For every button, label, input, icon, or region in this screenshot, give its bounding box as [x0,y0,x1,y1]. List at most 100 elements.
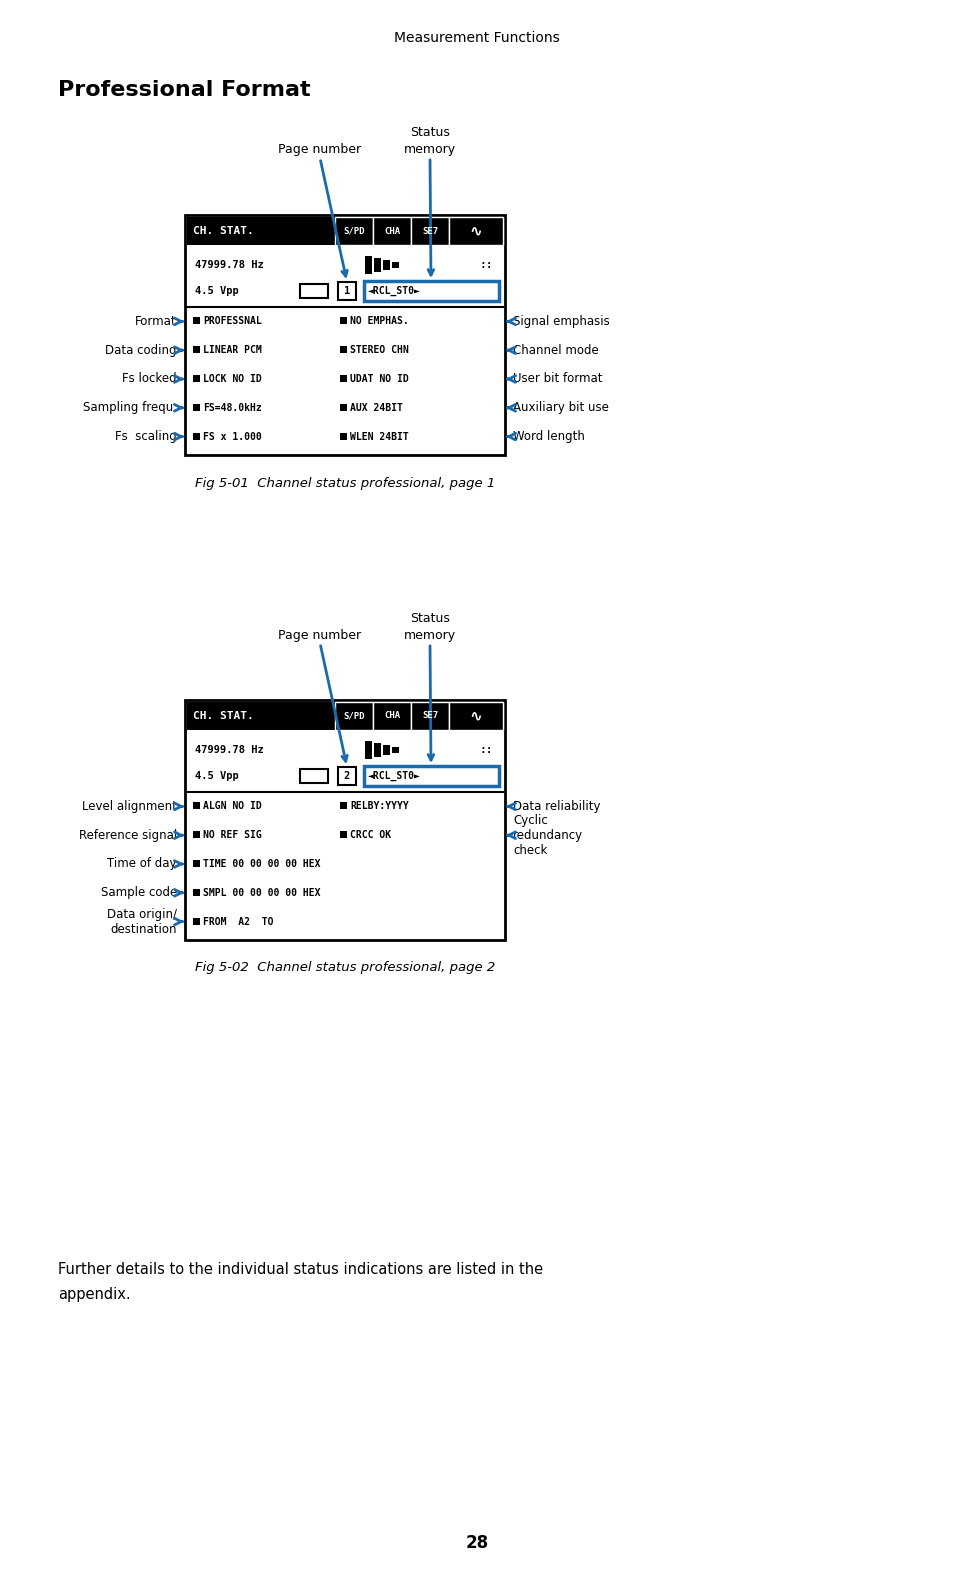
Text: WLEN 24BIT: WLEN 24BIT [350,431,408,442]
Text: NO REF SIG: NO REF SIG [203,831,261,840]
Text: Time of day: Time of day [108,858,177,870]
Text: ::: :: [479,259,493,270]
Text: 4.5 Vpp: 4.5 Vpp [194,286,238,296]
Text: memory: memory [403,143,456,156]
Bar [382,745,390,756]
Text: 4.5 Vpp: 4.5 Vpp [194,772,238,781]
Bar [335,702,373,730]
Text: 1: 1 [343,286,350,296]
Text: Status: Status [410,127,450,140]
Bar [193,889,200,896]
Bar [339,317,347,325]
Text: SMPL 00 00 00 00 HEX: SMPL 00 00 00 00 HEX [203,888,320,897]
Bar [193,404,200,410]
Text: Fs  scaling: Fs scaling [115,430,177,444]
Bar [185,700,504,940]
Text: Data origin/
destination: Data origin/ destination [107,907,177,936]
Text: SE7: SE7 [421,711,437,721]
Text: Sample code: Sample code [101,886,177,899]
Bar [299,285,328,298]
Text: Format: Format [135,315,177,328]
Text: Cyclic
redundancy
check: Cyclic redundancy check [513,813,582,856]
Bar [193,347,200,353]
Text: RELBY:YYYY: RELBY:YYYY [350,802,408,811]
Bar [193,861,200,867]
Text: ∿: ∿ [469,223,482,239]
Bar [193,918,200,924]
Text: SE7: SE7 [421,226,437,235]
Text: Measurement Functions: Measurement Functions [394,30,559,45]
Bar [339,375,347,382]
Text: ALGN NO ID: ALGN NO ID [203,802,261,811]
Text: PROFESSNAL: PROFESSNAL [203,317,261,326]
Text: FROM  A2  TO: FROM A2 TO [203,916,274,926]
Text: ::: :: [479,745,493,756]
Bar [392,263,398,267]
Bar [299,768,328,783]
Bar [187,216,502,245]
Text: STEREO CHN: STEREO CHN [350,345,408,355]
Text: CH. STAT.: CH. STAT. [193,711,253,721]
Text: Signal emphasis: Signal emphasis [513,315,609,328]
Text: CH. STAT.: CH. STAT. [193,226,253,235]
Text: TIME 00 00 00 00 HEX: TIME 00 00 00 00 HEX [203,859,320,869]
Bar [449,702,502,730]
Bar [382,259,390,270]
Text: AUX 24BIT: AUX 24BIT [350,403,402,412]
Text: ∿: ∿ [469,708,482,724]
Bar [193,433,200,439]
Text: CHA: CHA [383,226,399,235]
Bar [335,216,373,245]
Text: LOCK NO ID: LOCK NO ID [203,374,261,383]
Bar [411,216,449,245]
Bar [365,741,372,759]
Bar [374,743,380,757]
Bar [449,216,502,245]
Text: NO EMPHAS.: NO EMPHAS. [350,317,408,326]
Text: Fig 5-01  Channel status professional, page 1: Fig 5-01 Channel status professional, pa… [194,476,495,490]
Text: Word length: Word length [513,430,584,444]
Bar [193,317,200,325]
Bar [373,702,411,730]
Text: 28: 28 [465,1534,488,1551]
Text: 2: 2 [343,772,350,781]
Text: Channel mode: Channel mode [513,344,598,356]
Bar [185,215,504,455]
Text: LINEAR PCM: LINEAR PCM [203,345,261,355]
Text: Data reliability: Data reliability [513,800,599,813]
Bar [193,375,200,382]
Text: User bit format: User bit format [513,372,602,385]
Text: Page number: Page number [278,628,361,641]
Text: ◄RCL_ST0►: ◄RCL_ST0► [368,772,420,781]
Bar [187,702,502,730]
Text: memory: memory [403,628,456,641]
Text: Page number: Page number [278,143,361,156]
Text: Level alignment: Level alignment [82,800,177,813]
Bar [373,216,411,245]
Bar [374,258,380,272]
Text: FS x 1.000: FS x 1.000 [203,431,261,442]
Text: Data coding: Data coding [106,344,177,356]
Text: Fig 5-02  Channel status professional, page 2: Fig 5-02 Channel status professional, pa… [194,961,495,975]
Bar [339,802,347,810]
Text: Auxiliary bit use: Auxiliary bit use [513,401,608,414]
Bar [337,767,355,784]
Bar [339,831,347,838]
Bar [411,702,449,730]
Text: Professional Format: Professional Format [58,80,311,100]
Bar [339,404,347,410]
Text: ◄RCL_ST0►: ◄RCL_ST0► [368,286,420,296]
Text: FS=48.0kHz: FS=48.0kHz [203,403,261,412]
Text: UDAT NO ID: UDAT NO ID [350,374,408,383]
Bar [392,748,398,753]
Text: CRCC OK: CRCC OK [350,831,391,840]
Bar [193,831,200,838]
Text: 47999.78 Hz: 47999.78 Hz [194,745,263,756]
Bar [193,802,200,810]
Text: CHA: CHA [383,711,399,721]
Text: S/PD: S/PD [343,711,364,721]
Bar [337,282,355,301]
Bar [339,347,347,353]
Text: Reference signal: Reference signal [79,829,177,842]
Text: Status: Status [410,613,450,625]
